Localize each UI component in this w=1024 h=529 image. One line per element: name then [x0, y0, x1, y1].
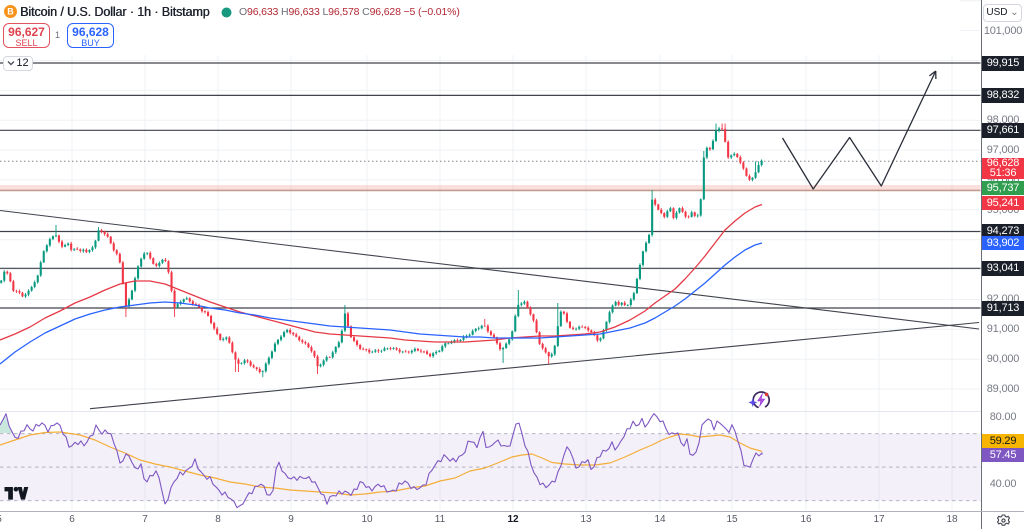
- svg-text:B: B: [7, 7, 14, 17]
